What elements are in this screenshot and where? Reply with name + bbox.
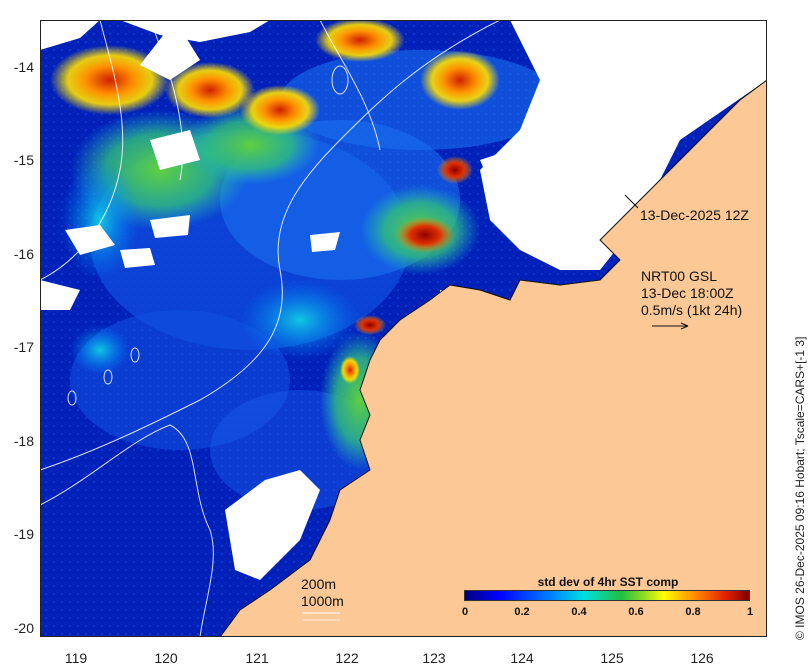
lat-tick: -17: [13, 339, 34, 355]
colorbar-tick: 0.8: [685, 606, 701, 618]
forecast-time-label: 13-Dec 18:00Z: [641, 285, 734, 301]
lon-tick: 122: [335, 650, 359, 666]
current-vector-arrow: [652, 322, 689, 330]
lat-tick: -15: [13, 152, 34, 168]
coastline: [219, 79, 767, 637]
colorbar-title: std dev of 4hr SST comp: [537, 575, 679, 589]
lon-tick: 123: [422, 650, 446, 666]
isobath-label-200: 200m: [301, 576, 337, 592]
lat-tick: -16: [13, 246, 34, 262]
isobath-contours: [40, 20, 501, 637]
map-area[interactable]: [40, 20, 767, 637]
lat-tick: -18: [13, 433, 34, 449]
colorbar: [464, 590, 750, 601]
current-scale-label: 0.5m/s (1kt 24h): [641, 302, 743, 318]
colorbar-tick: 0: [461, 606, 469, 618]
map-canvas: [40, 20, 767, 637]
colorbar-tick: 0.2: [514, 606, 530, 618]
credit-text: © IMOS 26-Dec-2025 09:16 Hobart; Tscale=…: [793, 336, 807, 640]
lon-tick: 120: [154, 650, 178, 666]
lon-tick: 126: [690, 650, 714, 666]
lon-tick: 124: [510, 650, 534, 666]
colorbar-tick: 0.6: [628, 606, 644, 618]
lon-tick: 119: [64, 650, 88, 666]
colorbar-tick: 0.4: [571, 606, 587, 618]
lon-tick: 125: [600, 650, 624, 666]
lat-tick: -14: [13, 59, 34, 75]
land-mass: [220, 80, 767, 637]
isobath-label-1000: 1000m: [301, 593, 344, 609]
colorbar-tick: 1: [746, 606, 754, 618]
lat-tick: -19: [13, 526, 34, 542]
timestamp-label: 13-Dec-2025 12Z: [640, 207, 749, 223]
lat-tick: -20: [13, 620, 34, 636]
model-label: NRT00 GSL: [641, 268, 717, 284]
lon-tick: 121: [245, 650, 269, 666]
